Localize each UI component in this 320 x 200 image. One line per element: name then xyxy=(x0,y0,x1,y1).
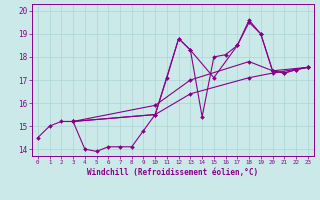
X-axis label: Windchill (Refroidissement éolien,°C): Windchill (Refroidissement éolien,°C) xyxy=(87,168,258,177)
